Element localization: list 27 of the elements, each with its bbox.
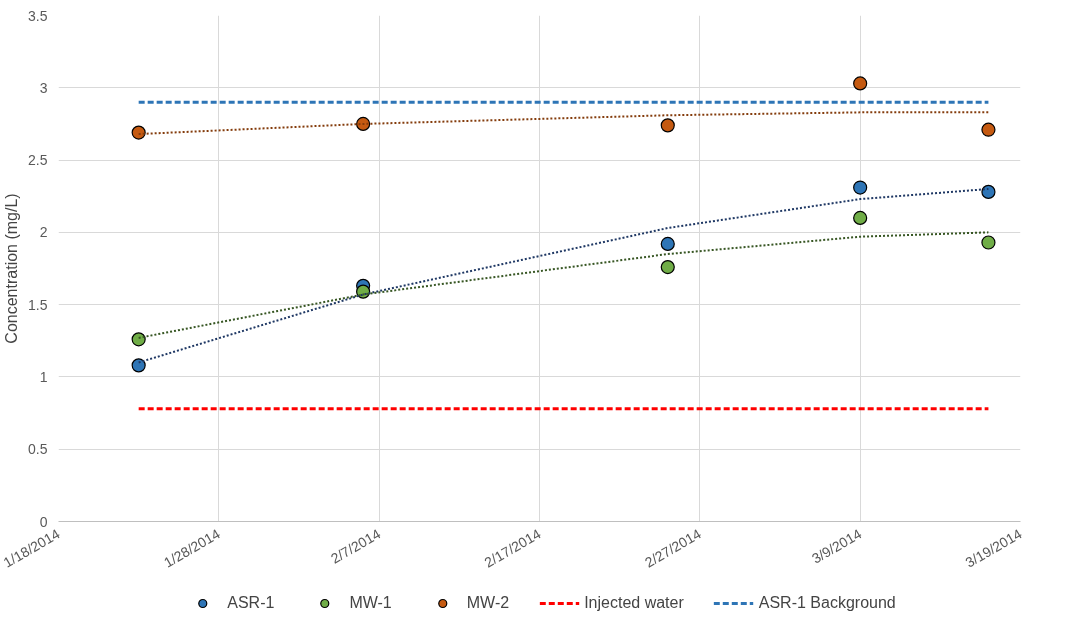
point: [131, 332, 146, 347]
point: [660, 118, 675, 133]
legend-label: ASR-1 Background: [758, 593, 896, 612]
legend-label: ASR-1: [227, 593, 275, 612]
point: [356, 116, 371, 132]
y-tick-label: 3: [39, 79, 48, 96]
point: [131, 358, 146, 373]
y-tick-label: 3.5: [28, 7, 48, 24]
legend-label: Injected water: [584, 593, 684, 612]
point: [981, 184, 996, 199]
y-tick-label: 0: [39, 513, 48, 530]
legend-label: MW-2: [466, 593, 510, 612]
y-tick-label: 1: [39, 368, 48, 385]
y-tick-label: 1.5: [28, 296, 48, 313]
point: [853, 76, 868, 91]
legend-label: MW-1: [349, 593, 392, 612]
y-tick-label: 2: [39, 224, 48, 241]
point: [981, 122, 996, 137]
point: [131, 125, 146, 140]
point: [981, 235, 996, 250]
point: [660, 236, 675, 252]
y-tick-label: 0.5: [28, 441, 48, 458]
y-axis-title: Concentration (mg/L): [3, 193, 21, 344]
point: [853, 180, 868, 195]
point: [660, 259, 675, 275]
y-tick-label: 2.5: [28, 152, 48, 169]
point: [853, 210, 868, 225]
